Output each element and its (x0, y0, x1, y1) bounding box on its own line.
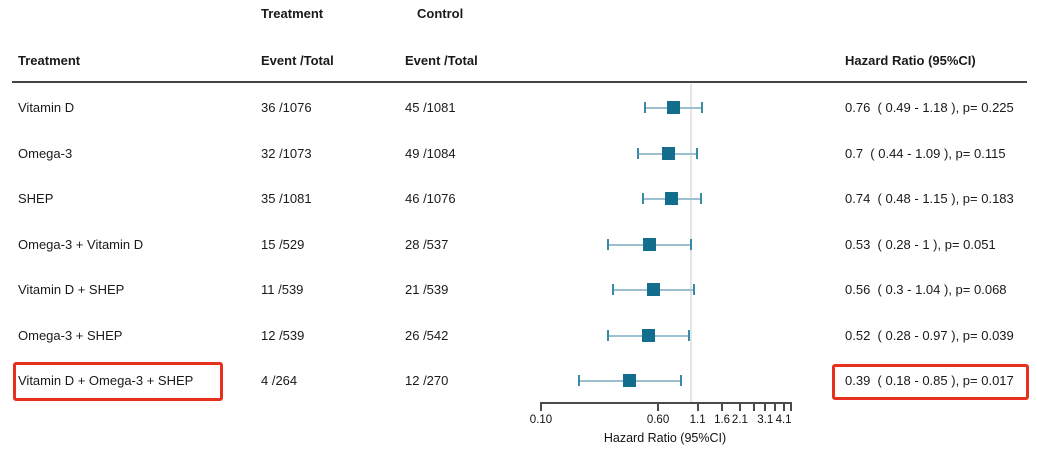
column-header-event-total-control: Event /Total (405, 53, 478, 68)
hr-point-square (643, 237, 657, 251)
hr-point-square (661, 146, 675, 160)
x-axis-tick-label: 0.60 (646, 414, 670, 426)
x-axis-tick (782, 402, 785, 411)
ci-cap-left (578, 375, 581, 386)
treatment-event-total: 35 /1081 (261, 191, 312, 206)
x-axis-tick-label: 3.1 (757, 414, 774, 426)
ci-cap-right (701, 102, 704, 113)
x-axis-tick-label: 4.1 (775, 414, 792, 426)
ci-cap-left (607, 329, 610, 341)
column-header-event-total-treatment: Event /Total (261, 53, 334, 68)
x-axis-minor-tick (790, 402, 793, 411)
group-header-control: Control (417, 6, 464, 21)
treatment-name: Omega-3 + SHEP (18, 327, 123, 343)
table-row: Vitamin D + SHEP 11 /539 21 /539 0.56 ( … (0, 267, 1037, 313)
ci-cap-left (611, 284, 614, 295)
x-axis-tick (657, 402, 660, 411)
x-axis-minor-tick (774, 402, 777, 411)
table-row: Vitamin D + Omega-3 + SHEP 4 /264 12 /27… (0, 358, 1037, 404)
control-event-total: 46 /1076 (405, 191, 456, 206)
x-axis-tick (696, 402, 699, 411)
ci-cap-right (679, 375, 682, 386)
ci-cap-right (692, 284, 695, 295)
control-event-total: 45 /1081 (405, 100, 456, 115)
control-event-total: 12 /270 (405, 373, 449, 388)
ci-cap-right (690, 238, 693, 250)
x-axis-tick (721, 402, 724, 411)
highlight-box-treatment (13, 362, 223, 401)
table-row: Omega-3 + Vitamin D 15 /529 28 /537 0.53… (0, 222, 1037, 268)
x-axis-tick-label: 2.1 (731, 414, 748, 426)
column-header-hazard-ratio: Hazard Ratio (95%CI) (845, 53, 976, 68)
control-event-total: 49 /1084 (405, 145, 456, 161)
table-row: SHEP 35 /1081 46 /1076 0.74 ( 0.48 - 1.1… (0, 176, 1037, 222)
group-header-treatment: Treatment (261, 6, 324, 21)
treatment-event-total: 15 /529 (261, 236, 305, 252)
x-axis-tick-label: 1.6 (714, 414, 731, 426)
x-axis-tick-label: 0.10 (529, 414, 553, 426)
ci-cap-left (636, 147, 639, 159)
hr-ci-label: 0.52 ( 0.28 - 0.97 ), p= 0.039 (845, 327, 1014, 343)
treatment-event-total: 11 /539 (261, 282, 304, 297)
control-event-total: 28 /537 (405, 236, 449, 252)
treatment-name: Omega-3 (18, 145, 73, 161)
hr-ci-label: 0.76 ( 0.49 - 1.18 ), p= 0.225 (845, 100, 1014, 115)
hr-point-square (666, 101, 680, 114)
hr-point-square (647, 283, 661, 296)
ci-cap-right (699, 193, 702, 204)
treatment-name: Omega-3 + Vitamin D (18, 236, 144, 252)
table-row: Vitamin D 36 /1076 45 /1081 0.76 ( 0.49 … (0, 85, 1037, 131)
ci-cap-left (643, 102, 646, 113)
highlight-box-hazard-ratio (832, 364, 1029, 400)
table-row: Omega-3 + SHEP 12 /539 26 /542 0.52 ( 0.… (0, 313, 1037, 359)
treatment-event-total: 36 /1076 (261, 100, 312, 115)
x-axis-tick-label: 1.1 (689, 414, 706, 426)
treatment-event-total: 12 /539 (261, 327, 305, 343)
treatment-name: Vitamin D + Omega-3 + SHEP (18, 373, 194, 388)
treatment-event-total: 32 /1073 (261, 145, 312, 161)
treatment-name: Vitamin D (18, 100, 75, 115)
hr-ci-label: 0.56 ( 0.3 - 1.04 ), p= 0.068 (845, 282, 1007, 297)
x-axis-tick (738, 402, 741, 411)
table-row: Omega-3 32 /1073 49 /1084 0.7 ( 0.44 - 1… (0, 131, 1037, 177)
x-axis-line (540, 402, 793, 404)
x-axis-tick (540, 402, 542, 411)
column-header-treatment: Treatment (18, 53, 81, 68)
x-axis-tick (764, 402, 767, 411)
hr-point-square (623, 374, 637, 387)
ci-cap-right (688, 329, 691, 341)
treatment-name: SHEP (18, 191, 54, 206)
hr-ci-label: 0.7 ( 0.44 - 1.09 ), p= 0.115 (845, 145, 1006, 161)
hr-ci-label: 0.39 ( 0.18 - 0.85 ), p= 0.017 (845, 373, 1014, 388)
control-event-total: 26 /542 (405, 327, 449, 343)
ci-cap-right (696, 147, 699, 159)
header-divider-line (12, 81, 1027, 83)
x-axis-label: Hazard Ratio (95%CI) (603, 431, 727, 445)
treatment-event-total: 4 /264 (261, 373, 298, 388)
hr-point-square (642, 328, 656, 342)
hr-ci-label: 0.74 ( 0.48 - 1.15 ), p= 0.183 (845, 191, 1014, 206)
ci-cap-left (607, 238, 610, 250)
control-event-total: 21 /539 (405, 282, 449, 297)
treatment-name: Vitamin D + SHEP (18, 282, 125, 297)
hr-point-square (665, 192, 679, 205)
ci-cap-left (642, 193, 645, 204)
hr-ci-label: 0.53 ( 0.28 - 1 ), p= 0.051 (845, 236, 996, 252)
x-axis-minor-tick (752, 402, 755, 411)
